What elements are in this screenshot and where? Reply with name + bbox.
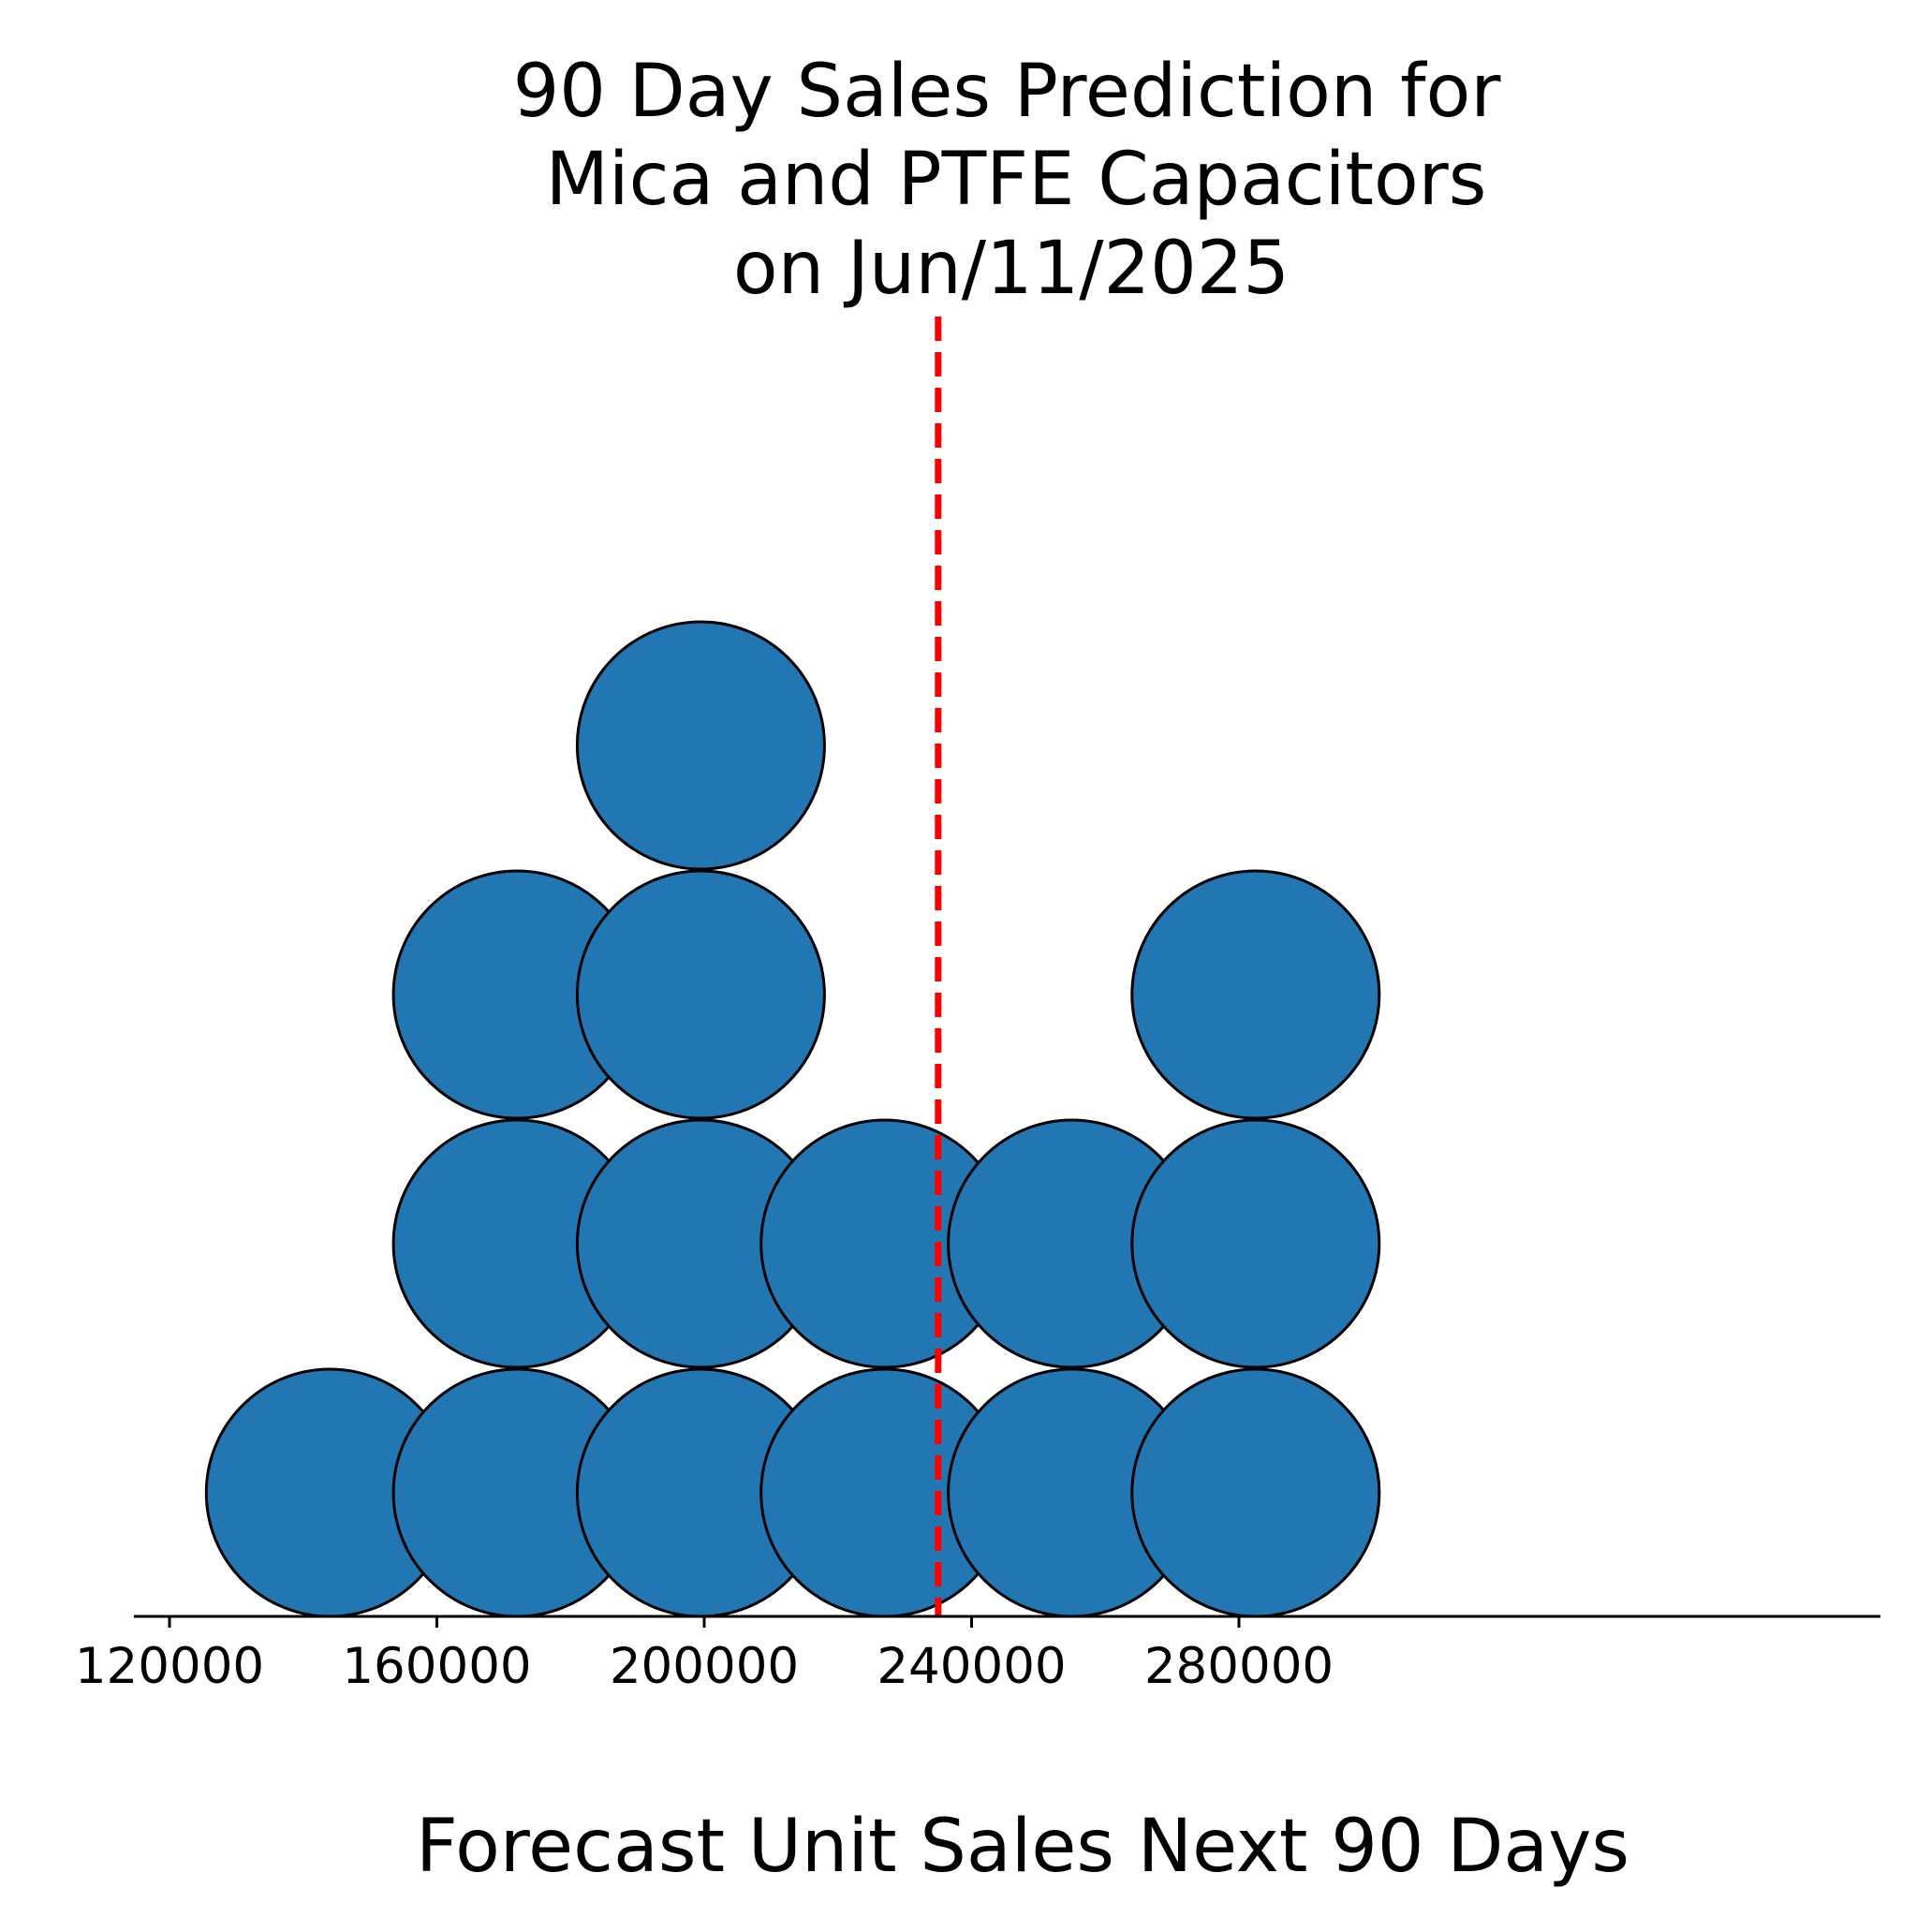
x-tick-label: 200000 <box>610 1638 799 1695</box>
dot-marker <box>1130 1118 1381 1369</box>
x-axis: 120000 160000 200000 240000 280000 <box>75 1615 1880 1695</box>
dot-marker <box>575 620 826 871</box>
chart-title-line-1: 90 Day Sales Prediction for <box>513 50 1502 134</box>
x-tick-label: 160000 <box>342 1638 531 1695</box>
chart-title-line-2: Mica and PTFE Capacitors <box>546 138 1487 222</box>
x-ticks: 120000 160000 200000 240000 280000 <box>75 1616 1334 1695</box>
x-axis-label: Forecast Unit Sales Next 90 Days <box>416 1805 1629 1889</box>
chart-title: 90 Day Sales Prediction for Mica and PTF… <box>513 50 1502 311</box>
x-tick-label: 240000 <box>877 1638 1066 1695</box>
dot-marker <box>575 869 826 1120</box>
x-tick-label: 280000 <box>1144 1638 1334 1695</box>
x-tick-label: 120000 <box>75 1638 264 1695</box>
dot-layer <box>204 620 1381 1618</box>
dot-marker <box>1130 869 1381 1120</box>
chart-title-line-3: on Jun/11/2025 <box>733 227 1290 311</box>
dot-marker <box>1130 1367 1381 1618</box>
